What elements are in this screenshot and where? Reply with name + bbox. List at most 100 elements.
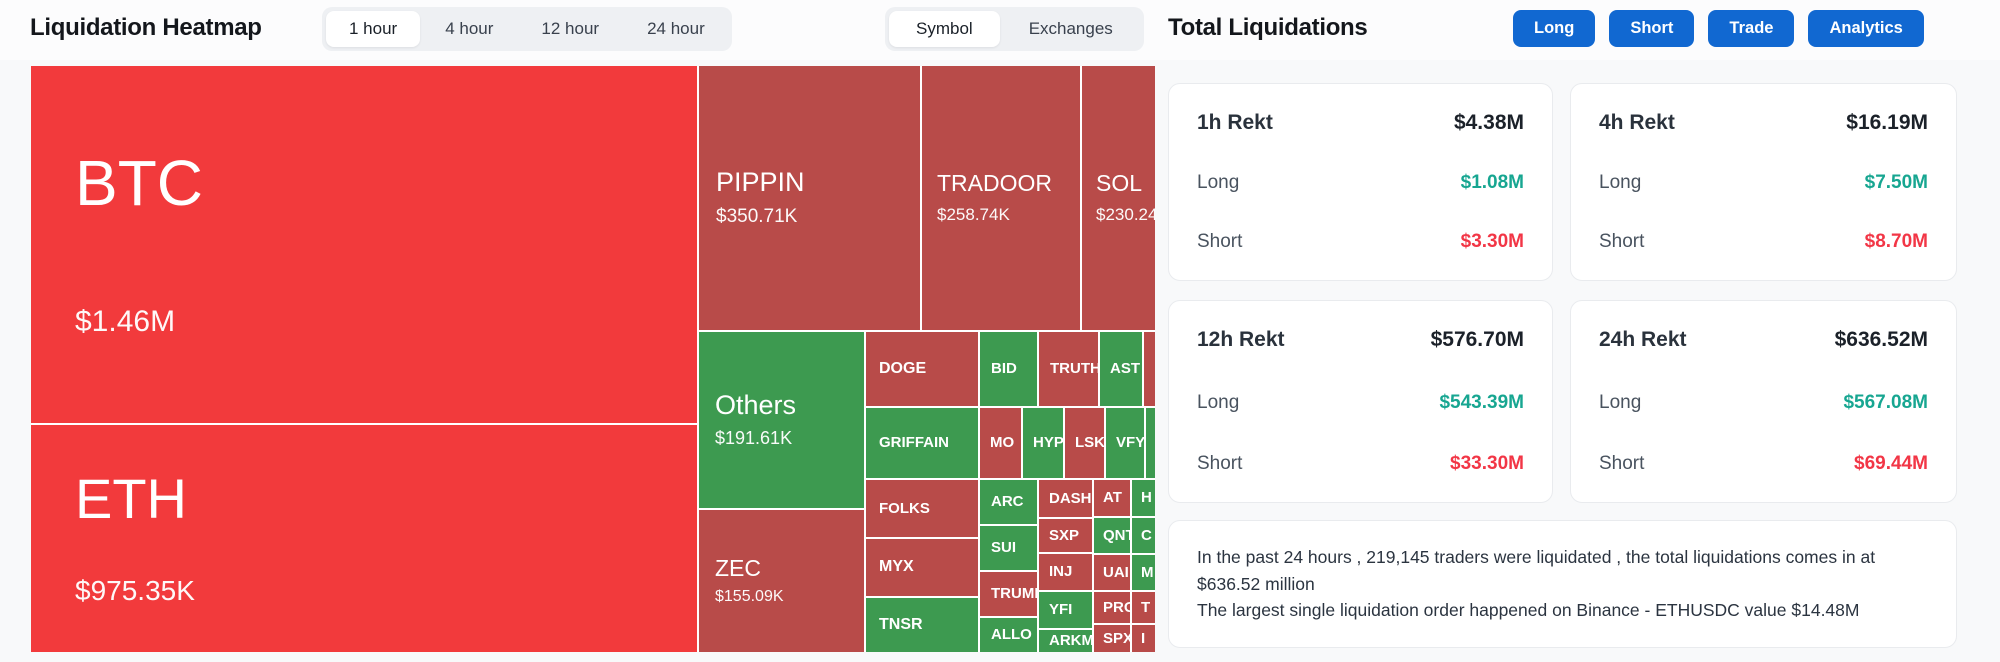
rekt-card-24h: 24h Rekt $636.52M Long $567.08M Short $69.4…: [1570, 300, 1957, 503]
heatmap-tile-spx[interactable]: SPX: [1094, 625, 1130, 652]
heatmap-tile-c[interactable]: C: [1132, 518, 1155, 553]
heatmap-tile-t[interactable]: T: [1132, 592, 1155, 623]
heatmap-tile-pro[interactable]: PRO: [1094, 592, 1130, 623]
short-label: Short: [1599, 231, 1645, 252]
trade-button[interactable]: Trade: [1708, 10, 1795, 47]
tile-value: $1.46M: [75, 305, 176, 339]
heatmap-tile-pippin[interactable]: PIPPIN $350.71K: [699, 66, 920, 330]
heatmap-tile-inj[interactable]: INJ: [1039, 554, 1092, 590]
long-label: Long: [1599, 391, 1642, 413]
long-value: $567.08M: [1843, 391, 1928, 413]
tile-symbol: GRIFFAIN: [879, 434, 949, 452]
heatmap-tile[interactable]: [1144, 332, 1155, 406]
tile-symbol: SOL: [1096, 169, 1143, 196]
tab-24-hour[interactable]: 24 hour: [647, 19, 705, 38]
heatmap-tile-m[interactable]: M: [1132, 555, 1155, 590]
tile-symbol: ARKM: [1049, 632, 1092, 650]
short-value: $3.30M: [1460, 231, 1524, 252]
tile-symbol: MO: [990, 434, 1015, 452]
heatmap-tile-yfi[interactable]: YFI: [1039, 592, 1092, 628]
card-title: 1h Rekt: [1197, 111, 1273, 134]
heatmap-tile-mo[interactable]: MO: [980, 408, 1021, 478]
rekt-card-12h: 12h Rekt $576.70M Long $543.39M Short $33.3…: [1168, 300, 1553, 503]
tab-symbol[interactable]: Symbol: [889, 11, 1000, 47]
tile-value: $155.09K: [715, 588, 784, 606]
tile-symbol: VFY: [1116, 434, 1144, 452]
heatmap-tile-h[interactable]: H: [1132, 480, 1155, 516]
heatmap-tile-lsk[interactable]: LSK: [1065, 408, 1104, 478]
tile-symbol: ARC: [991, 493, 1024, 511]
heatmap-tile-others[interactable]: Others $191.61K: [699, 332, 864, 508]
tile-symbol: INJ: [1049, 563, 1073, 581]
tile-symbol: LSK: [1075, 434, 1104, 452]
tile-symbol: TRUTH: [1050, 360, 1098, 378]
card-total: $16.19M: [1846, 111, 1928, 134]
heatmap-tile-sol[interactable]: SOL $230.24K: [1082, 66, 1155, 330]
tile-symbol: QNT: [1103, 526, 1130, 544]
tab-4-hour[interactable]: 4 hour: [445, 19, 494, 38]
short-label: Short: [1599, 453, 1645, 474]
tile-value: $975.35K: [75, 574, 195, 606]
tile-symbol: FOLKS: [879, 499, 930, 517]
heatmap-tile-hyp[interactable]: HYP: [1023, 408, 1063, 478]
short-value: $69.44M: [1854, 453, 1928, 474]
heatmap-tile-griffain[interactable]: GRIFFAIN: [866, 408, 978, 478]
heatmap-tile-ast[interactable]: AST: [1100, 332, 1142, 406]
tile-symbol: ETH: [75, 467, 187, 531]
tile-symbol: PIPPIN: [716, 166, 805, 197]
tile-symbol: M: [1141, 563, 1154, 581]
heatmap-tile-dash[interactable]: DASH: [1039, 480, 1092, 517]
heatmap-tile-at[interactable]: AT: [1094, 480, 1130, 516]
tile-symbol: AT: [1103, 489, 1122, 507]
heatmap-tile-truth[interactable]: TRUTH: [1039, 332, 1098, 406]
heatmap-tile-sxp[interactable]: SXP: [1039, 519, 1092, 552]
tile-symbol: BTC: [75, 146, 203, 219]
heatmap-tile-folks[interactable]: FOLKS: [866, 480, 978, 537]
long-value: $1.08M: [1460, 172, 1524, 193]
page-title: Liquidation Heatmap: [30, 14, 262, 41]
tile-symbol: Others: [715, 390, 797, 421]
heatmap-tile-zec[interactable]: ZEC $155.09K: [699, 510, 864, 652]
heatmap-tile-arc[interactable]: ARC: [980, 480, 1037, 524]
time-range-tabs: 1 hour 4 hour 12 hour 24 hour: [322, 7, 732, 51]
tab-exchanges[interactable]: Exchanges: [1028, 19, 1113, 38]
tile-value: $191.61K: [715, 427, 793, 448]
heatmap-tile-allo[interactable]: ALLO: [980, 618, 1037, 652]
heatmap-tile-tnsr[interactable]: TNSR: [866, 598, 978, 652]
tile-value: $230.24K: [1096, 205, 1155, 225]
long-button[interactable]: Long: [1513, 10, 1596, 47]
tile-symbol: TRUMP: [991, 585, 1037, 603]
tile-symbol: SXP: [1049, 526, 1080, 544]
heatmap-tile-sui[interactable]: SUI: [980, 526, 1037, 570]
tile-symbol: YFI: [1049, 601, 1073, 619]
tile-symbol: SPX: [1103, 629, 1130, 647]
heatmap-tile-qnt[interactable]: QNT: [1094, 518, 1130, 553]
heatmap-tile-i[interactable]: I: [1132, 625, 1155, 652]
heatmap-tile-bid[interactable]: BID: [980, 332, 1037, 406]
analytics-button[interactable]: Analytics: [1808, 10, 1924, 47]
heatmap-tile-uai[interactable]: UAI: [1094, 555, 1130, 590]
heatmap-tile-trump[interactable]: TRUMP: [980, 572, 1037, 616]
heatmap-tile-eth[interactable]: ETH $975.35K: [31, 425, 697, 652]
heatmap-tile[interactable]: [1146, 408, 1155, 478]
tile-symbol: SUI: [991, 539, 1017, 557]
tab-1-hour[interactable]: 1 hour: [326, 11, 421, 47]
heatmap-tile-arkm[interactable]: ARKM: [1039, 630, 1092, 652]
long-label: Long: [1599, 172, 1642, 193]
tile-symbol: TRADOOR: [937, 169, 1052, 196]
short-button[interactable]: Short: [1609, 10, 1695, 47]
action-buttons: Long Short Trade Analytics: [1513, 10, 1924, 47]
tab-12-hour[interactable]: 12 hour: [541, 19, 600, 38]
tile-symbol: TNSR: [879, 615, 923, 633]
heatmap-tile-tradoor[interactable]: TRADOOR $258.74K: [922, 66, 1080, 330]
heatmap-tile-btc[interactable]: BTC $1.46M: [31, 66, 697, 423]
summary-line-2: The largest single liquidation order hap…: [1197, 600, 1860, 621]
heatmap-tile-myx[interactable]: MYX: [866, 539, 978, 596]
tile-symbol: ZEC: [715, 554, 761, 581]
view-mode-tabs: Symbol Exchanges: [885, 7, 1144, 51]
tile-symbol: DOGE: [879, 359, 927, 377]
heatmap-tile-vfy[interactable]: VFY: [1106, 408, 1144, 478]
card-total: $4.38M: [1453, 111, 1524, 134]
tile-symbol: AST: [1110, 360, 1140, 378]
heatmap-tile-doge[interactable]: DOGE: [866, 332, 978, 406]
